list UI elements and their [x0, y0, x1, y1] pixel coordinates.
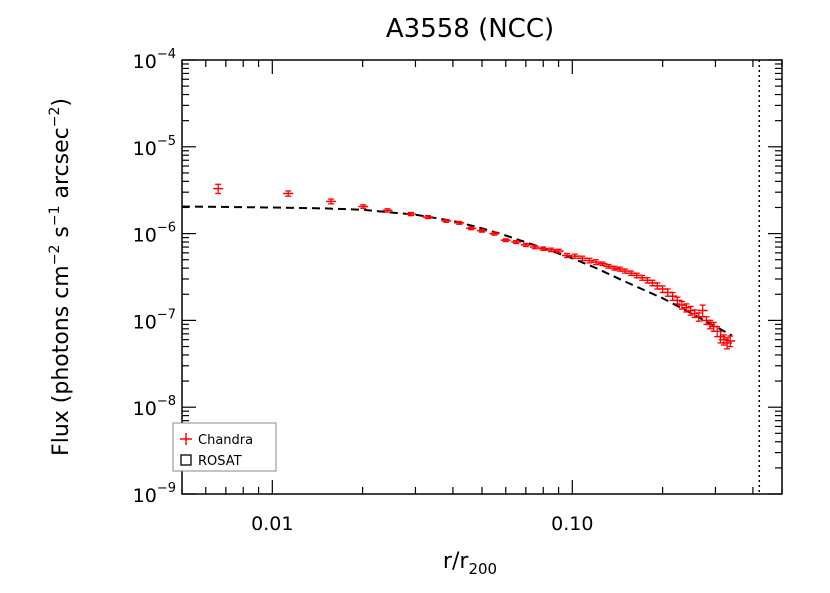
y-tick-exponent: −6: [157, 221, 176, 236]
legend: Chandra ROSAT: [172, 422, 277, 472]
y-tick-label: 10−8: [133, 394, 176, 420]
y-tick-exponent: −7: [157, 307, 176, 322]
y-tick-label: 10−4: [133, 47, 176, 73]
data-point: [584, 257, 595, 264]
data-point: [538, 246, 549, 252]
data-point: [672, 296, 683, 305]
data-point: [466, 226, 477, 231]
legend-square-icon: [180, 454, 192, 466]
y-tick-base: 10: [133, 225, 157, 247]
data-point: [597, 261, 608, 267]
legend-item-rosat: ROSAT: [180, 454, 242, 469]
y-tick-label: 10−9: [133, 481, 176, 507]
y-tick-label: 10−6: [133, 221, 176, 247]
x-label-sub: 200: [468, 560, 497, 578]
model-curve: [181, 205, 733, 337]
legend-label-rosat: ROSAT: [198, 454, 242, 469]
legend-plus-icon: [180, 433, 192, 445]
data-point: [441, 218, 452, 223]
data-point: [454, 220, 465, 225]
model-curve-layer: [181, 205, 733, 337]
x-axis-label: r/r200: [443, 549, 497, 578]
legend-item-chandra: Chandra: [180, 433, 253, 448]
data-point: [213, 183, 224, 195]
data-point: [520, 242, 531, 248]
data-point: [591, 259, 602, 266]
data-point: [406, 211, 417, 217]
y-label-part4: ): [49, 98, 74, 107]
data-point: [489, 231, 500, 236]
y-label-part1: Flux (photons cm: [49, 265, 74, 456]
data-point: [553, 248, 564, 254]
y-tick-label: 10−5: [133, 134, 176, 160]
data-point: [511, 239, 522, 245]
y-tick-exponent: −4: [157, 47, 176, 62]
y-tick-base: 10: [133, 398, 157, 420]
y-tick-exponent: −9: [157, 481, 176, 496]
y-label-exp2: −1: [47, 206, 63, 227]
data-point: [722, 337, 733, 350]
x-tick-label: 0.10: [551, 513, 593, 535]
data-point: [569, 253, 580, 259]
legend-label-chandra: Chandra: [198, 433, 253, 448]
y-tick-label: 10−7: [133, 307, 176, 333]
data-point: [546, 247, 557, 253]
data-point: [326, 198, 337, 205]
x-label-base: r/r: [443, 549, 469, 574]
data-points-layer: [213, 183, 736, 350]
data-point: [609, 265, 620, 271]
y-label-exp1: −2: [47, 245, 63, 266]
y-tick-base: 10: [133, 51, 157, 73]
data-point: [577, 255, 588, 262]
y-label-exp3: −2: [47, 107, 63, 128]
y-tick-base: 10: [133, 311, 157, 333]
y-tick-exponent: −8: [157, 394, 176, 409]
y-label-part3: arcsec: [49, 127, 74, 205]
y-tick-base: 10: [133, 138, 157, 160]
chart-title: A3558 (NCC): [386, 14, 554, 44]
x-tick-label: 0.01: [251, 513, 293, 535]
data-point: [500, 238, 511, 243]
data-point: [667, 291, 678, 302]
y-tick-base: 10: [133, 485, 157, 507]
y-label-part2: s: [49, 226, 74, 244]
data-point: [529, 244, 540, 250]
data-point: [422, 214, 433, 220]
y-axis-label: Flux (photons cm−2 s−1 arcsec−2): [47, 98, 74, 456]
data-point: [725, 335, 736, 348]
data-point: [283, 190, 294, 197]
data-point: [358, 204, 369, 210]
data-point: [477, 228, 487, 233]
y-tick-exponent: −5: [157, 134, 176, 149]
legend-box: [172, 422, 277, 472]
y-axis-ticks: 10−910−810−710−610−510−4: [133, 47, 782, 507]
data-point: [382, 208, 393, 213]
